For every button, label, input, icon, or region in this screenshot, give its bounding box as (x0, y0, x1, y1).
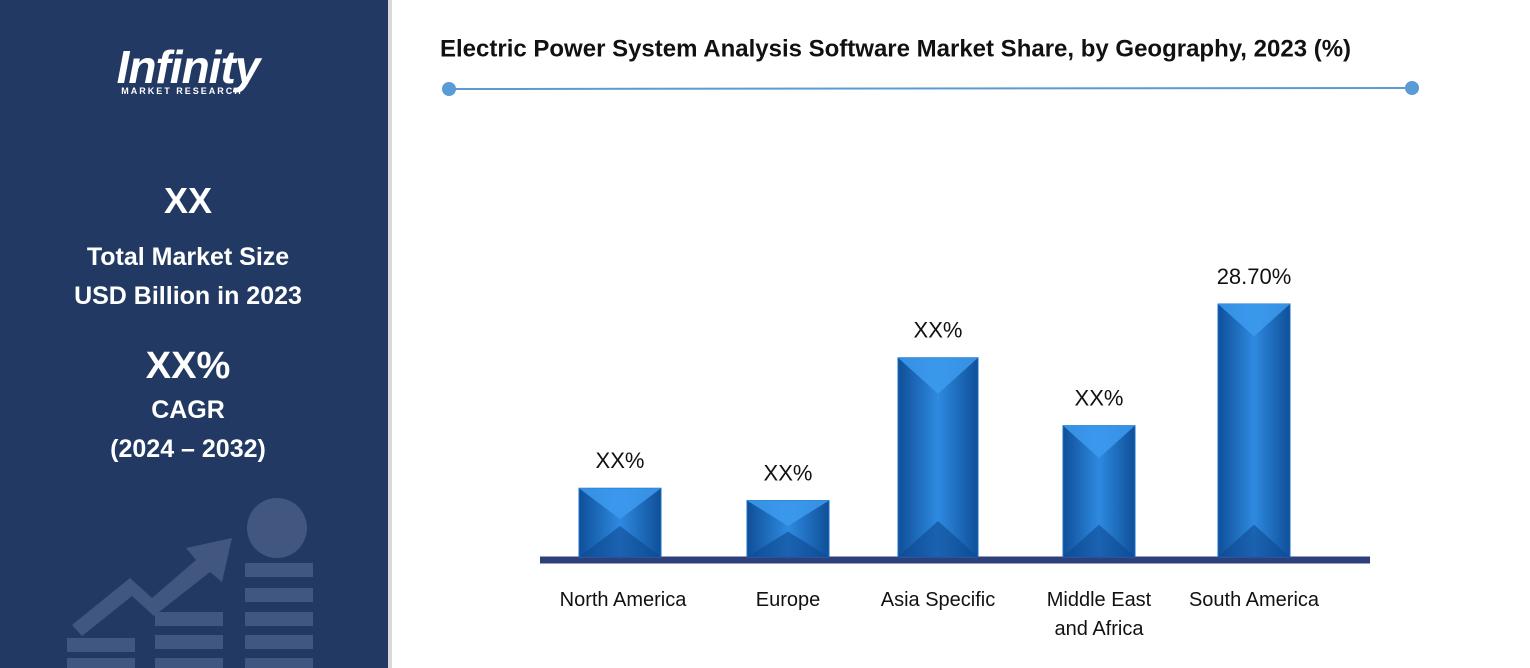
bar-bevel (579, 526, 661, 557)
x-tick-label: Asia Specific (880, 589, 996, 611)
logo-sub: MARKET RESEARCH (121, 86, 243, 96)
divider (388, 0, 392, 668)
x-tick-label: Europe (755, 589, 821, 611)
market-size-label: USD Billion in 2023 (74, 282, 302, 310)
x-tick-label: South America (1188, 589, 1320, 611)
bar-bevel (1063, 425, 1135, 459)
rule-dot (442, 82, 456, 96)
value-label: XX% (914, 318, 963, 343)
value-label: XX% (596, 448, 645, 473)
sidebar: Infinity MARKET RESEARCH XX Total Market… (0, 0, 388, 668)
cagr-period: (2024 – 2032) (110, 435, 266, 463)
title-rule (448, 87, 1413, 90)
market-size: XX (163, 180, 213, 221)
market-size-label: Total Market Size (86, 243, 290, 271)
value-label: 28.70% (1217, 264, 1292, 289)
cagr: XX% (145, 345, 231, 387)
sidebar-icon (67, 498, 313, 668)
bar-bevel (898, 521, 978, 557)
bar-bevel (1218, 304, 1290, 337)
logo: Infinity (116, 41, 261, 93)
bar-bevel (1063, 524, 1135, 557)
x-tick-label: Middle East and Africa (1046, 589, 1152, 640)
chart-title: Electric Power System Analysis Software … (440, 35, 1351, 62)
bar-bevel (747, 531, 829, 557)
x-tick-label: North America (559, 589, 687, 611)
bar-bevel (898, 357, 978, 394)
value-label: XX% (1075, 385, 1124, 410)
cagr-label: CAGR (151, 396, 225, 424)
bar-bevel (747, 500, 829, 526)
bar-bevel (579, 488, 661, 520)
rule-dot (1405, 81, 1419, 95)
bar-bevel (1218, 524, 1290, 557)
bar (1217, 303, 1291, 558)
value-label: XX% (764, 460, 813, 485)
